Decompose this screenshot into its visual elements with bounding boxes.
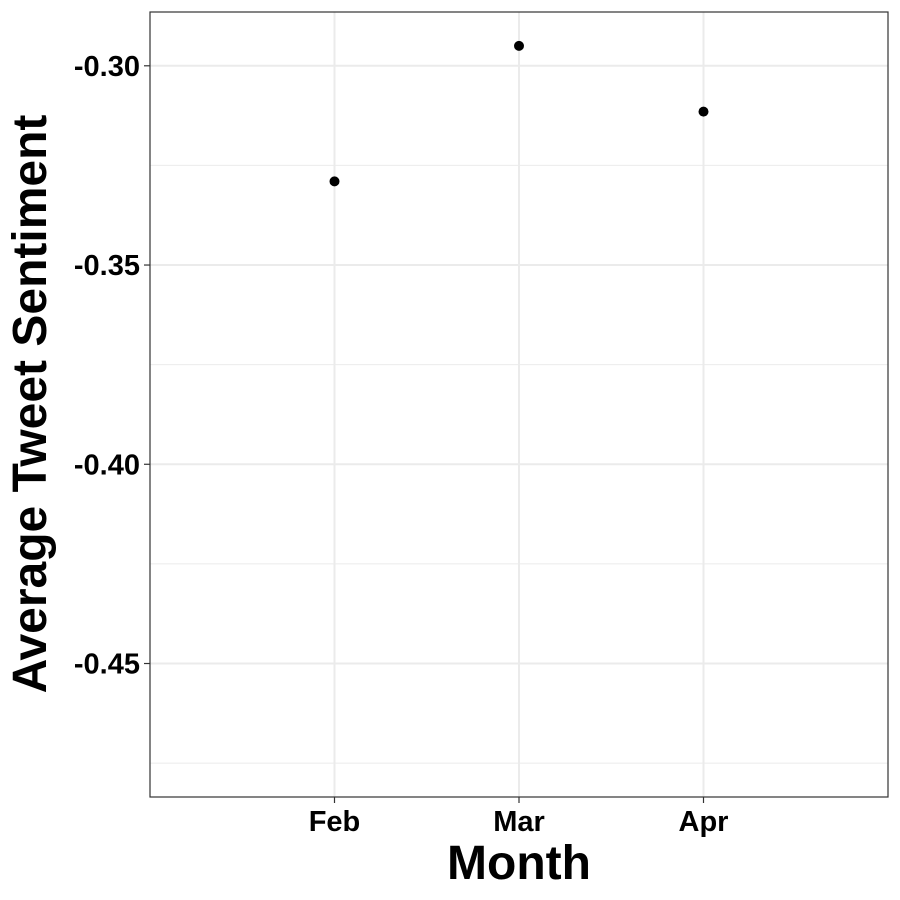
y-tick-label: -0.45	[74, 649, 140, 681]
y-tick-label: -0.40	[74, 449, 140, 481]
y-axis: -0.30 -0.35 -0.40 -0.45	[74, 51, 150, 681]
y-axis-title: Average Tweet Sentiment	[4, 115, 57, 694]
x-tick-label: Apr	[679, 806, 729, 838]
data-point-apr	[698, 106, 709, 117]
x-axis: Feb Mar Apr	[309, 797, 729, 838]
x-axis-title: Month	[447, 837, 591, 890]
x-tick-label: Feb	[309, 806, 361, 838]
x-tick-label: Mar	[493, 806, 545, 838]
data-points	[329, 40, 709, 187]
grid	[150, 12, 888, 797]
data-point-feb	[329, 176, 340, 187]
y-tick-label: -0.35	[74, 250, 140, 282]
y-tick-label: -0.30	[74, 51, 140, 83]
data-point-mar	[514, 40, 524, 51]
